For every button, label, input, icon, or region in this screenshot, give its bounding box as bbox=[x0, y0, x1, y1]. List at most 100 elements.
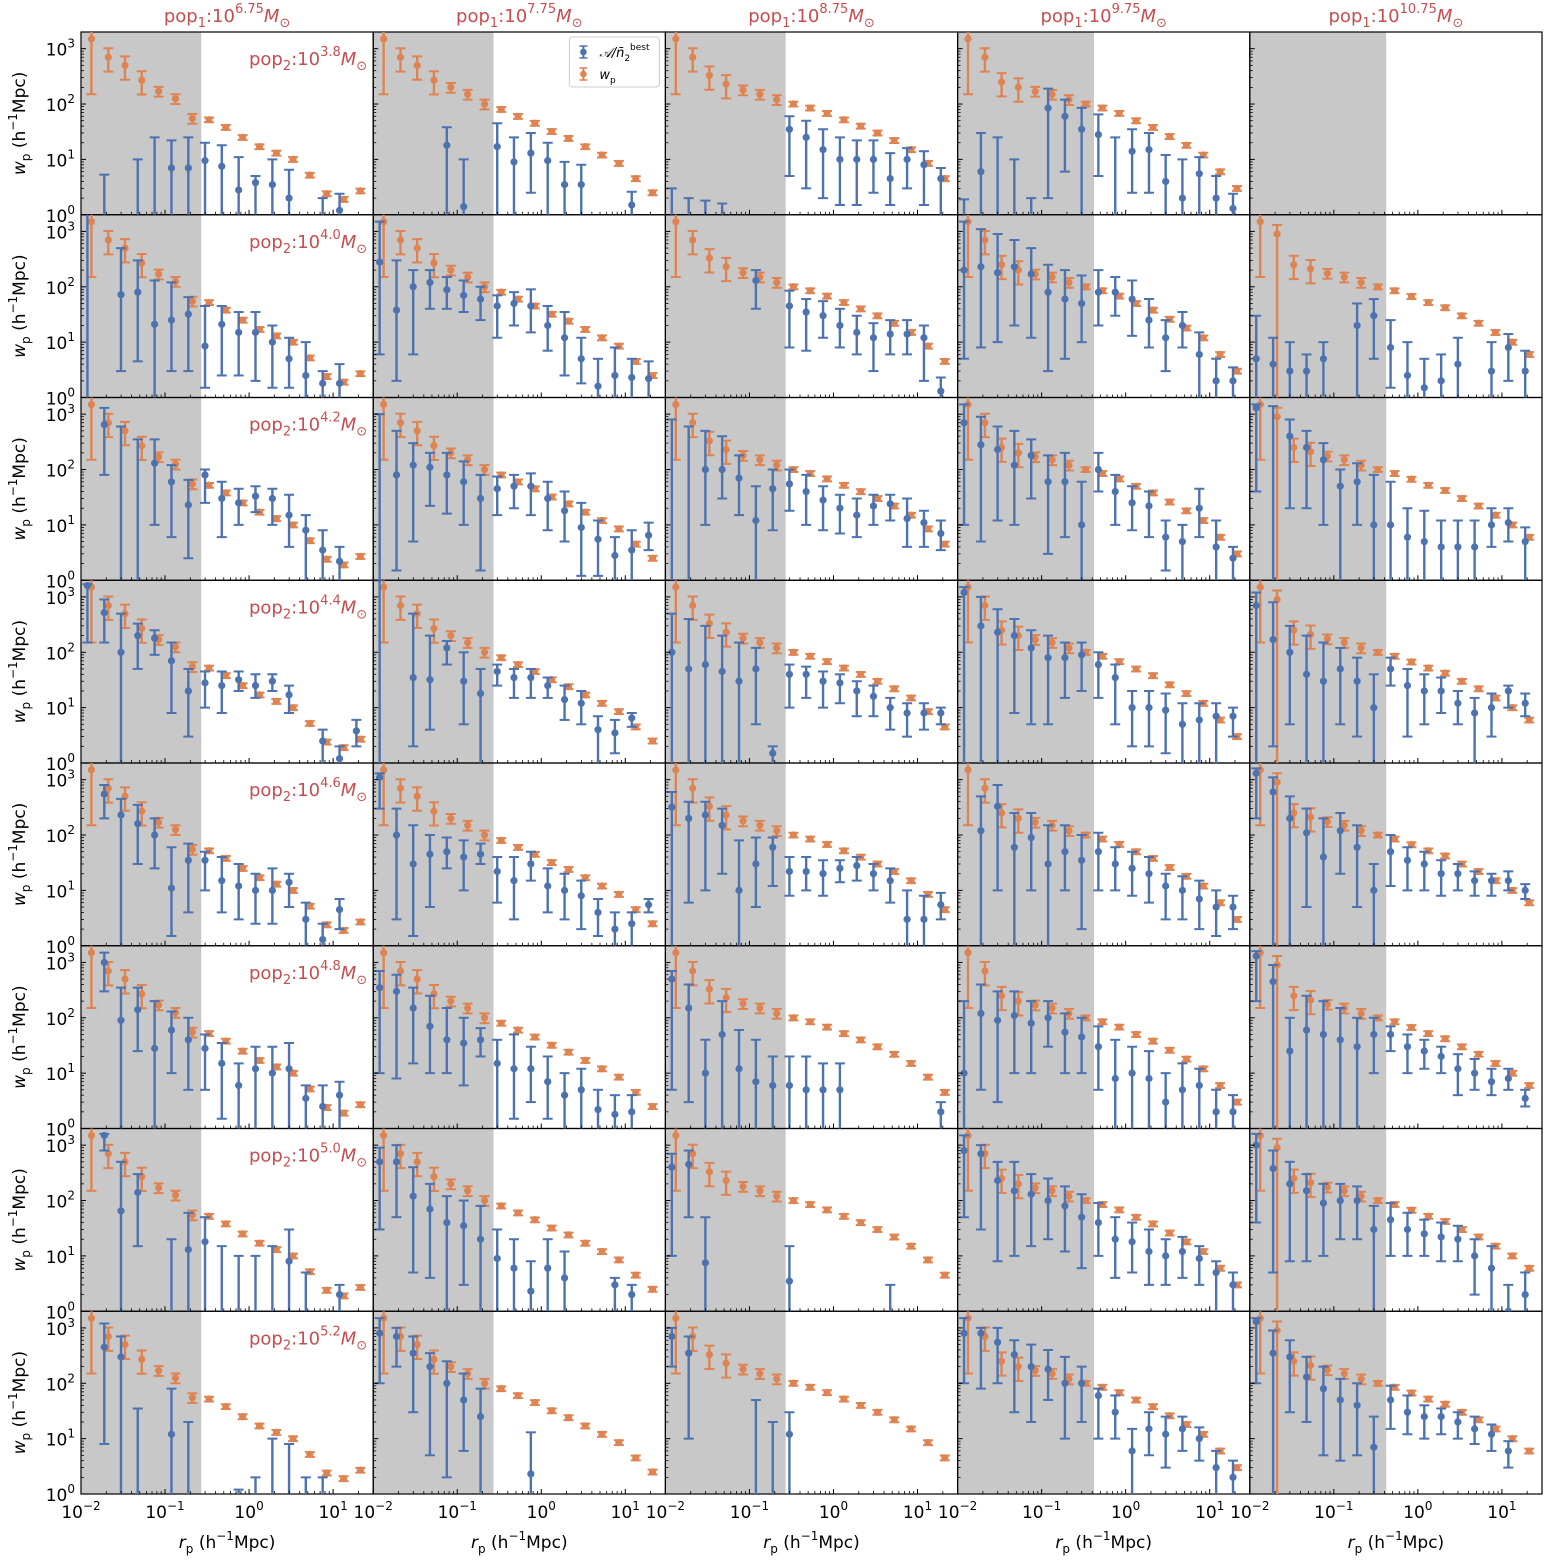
marker bbox=[739, 1000, 747, 1008]
wp-point bbox=[838, 1395, 849, 1403]
marker bbox=[138, 624, 146, 632]
marker bbox=[1407, 658, 1416, 666]
wp-point bbox=[704, 1161, 715, 1188]
estimator-point bbox=[609, 718, 620, 755]
marker bbox=[802, 308, 810, 316]
estimator-point bbox=[1402, 507, 1413, 581]
estimator-point bbox=[1076, 106, 1087, 215]
estimator-point bbox=[559, 311, 570, 377]
estimator-point bbox=[1160, 319, 1171, 373]
wp-point bbox=[721, 1353, 732, 1379]
wp-point bbox=[428, 252, 439, 279]
estimator-point bbox=[1143, 298, 1154, 349]
estimator-point bbox=[992, 136, 1003, 215]
wp-point bbox=[136, 801, 147, 827]
marker bbox=[869, 502, 878, 510]
shaded-region bbox=[665, 945, 786, 1129]
marker bbox=[632, 1271, 640, 1279]
marker bbox=[376, 258, 384, 266]
marker bbox=[222, 854, 230, 862]
estimator-point bbox=[200, 670, 211, 709]
estimator-point bbox=[284, 493, 295, 548]
marker bbox=[1340, 1187, 1348, 1195]
marker bbox=[1048, 273, 1056, 281]
estimator-point bbox=[166, 464, 177, 539]
wp-point bbox=[939, 1454, 950, 1462]
marker bbox=[460, 291, 468, 299]
marker bbox=[87, 218, 96, 226]
estimator-point bbox=[183, 296, 194, 373]
wp-point bbox=[153, 1365, 164, 1377]
wp-point bbox=[1440, 1035, 1451, 1043]
estimator-point bbox=[683, 197, 694, 215]
estimator-point bbox=[132, 803, 143, 865]
marker bbox=[560, 886, 569, 894]
estimator-point bbox=[508, 667, 519, 699]
marker bbox=[705, 71, 713, 79]
wp-point bbox=[613, 525, 624, 533]
marker bbox=[1340, 456, 1348, 464]
wp-point bbox=[1372, 1196, 1383, 1205]
marker bbox=[480, 100, 489, 108]
marker bbox=[649, 554, 657, 562]
marker bbox=[443, 471, 451, 479]
marker bbox=[981, 419, 989, 427]
marker bbox=[806, 469, 814, 478]
marker bbox=[285, 511, 293, 519]
marker bbox=[689, 601, 697, 610]
marker bbox=[886, 330, 894, 338]
estimator-point bbox=[166, 139, 177, 215]
marker bbox=[769, 843, 777, 851]
marker bbox=[1290, 261, 1298, 269]
marker bbox=[718, 667, 726, 676]
marker bbox=[869, 334, 878, 342]
wp-point bbox=[597, 151, 608, 159]
estimator-point bbox=[784, 856, 795, 897]
marker bbox=[1475, 685, 1483, 693]
wp-point bbox=[1406, 292, 1417, 301]
estimator-point bbox=[975, 795, 986, 946]
estimator-point bbox=[1228, 366, 1239, 398]
marker bbox=[785, 867, 794, 876]
marker bbox=[476, 850, 485, 858]
marker bbox=[222, 671, 230, 680]
estimator-point bbox=[666, 187, 677, 215]
marker bbox=[396, 419, 405, 427]
wp-point bbox=[479, 1377, 490, 1390]
wp-point bbox=[597, 1247, 608, 1256]
wp-point bbox=[855, 1036, 866, 1044]
marker bbox=[890, 136, 898, 145]
marker bbox=[941, 905, 949, 914]
marker bbox=[869, 692, 878, 700]
estimator-point bbox=[475, 842, 486, 865]
marker bbox=[121, 1340, 129, 1349]
estimator-point bbox=[492, 856, 503, 904]
marker bbox=[356, 735, 365, 743]
marker bbox=[1182, 1055, 1191, 1063]
estimator-point bbox=[666, 418, 677, 581]
wp-point bbox=[1131, 1396, 1142, 1404]
marker bbox=[285, 355, 293, 363]
marker bbox=[1390, 469, 1399, 478]
marker bbox=[497, 1202, 505, 1210]
marker bbox=[1061, 295, 1069, 303]
estimator-point bbox=[1076, 274, 1087, 344]
marker bbox=[802, 487, 810, 496]
marker bbox=[819, 312, 827, 320]
marker bbox=[689, 967, 697, 975]
shaded-region bbox=[665, 1311, 786, 1494]
marker bbox=[1166, 498, 1174, 506]
estimator-point bbox=[593, 357, 604, 398]
marker bbox=[752, 516, 760, 525]
wp-point bbox=[512, 1026, 523, 1034]
wp-point bbox=[529, 119, 540, 127]
estimator-point bbox=[834, 673, 845, 705]
marker bbox=[907, 1425, 915, 1433]
marker bbox=[464, 1187, 472, 1195]
wp-point bbox=[378, 763, 389, 827]
marker bbox=[447, 266, 455, 274]
wp-point bbox=[1164, 498, 1175, 506]
marker bbox=[1078, 856, 1086, 864]
marker bbox=[1336, 665, 1344, 673]
marker bbox=[239, 1047, 247, 1055]
